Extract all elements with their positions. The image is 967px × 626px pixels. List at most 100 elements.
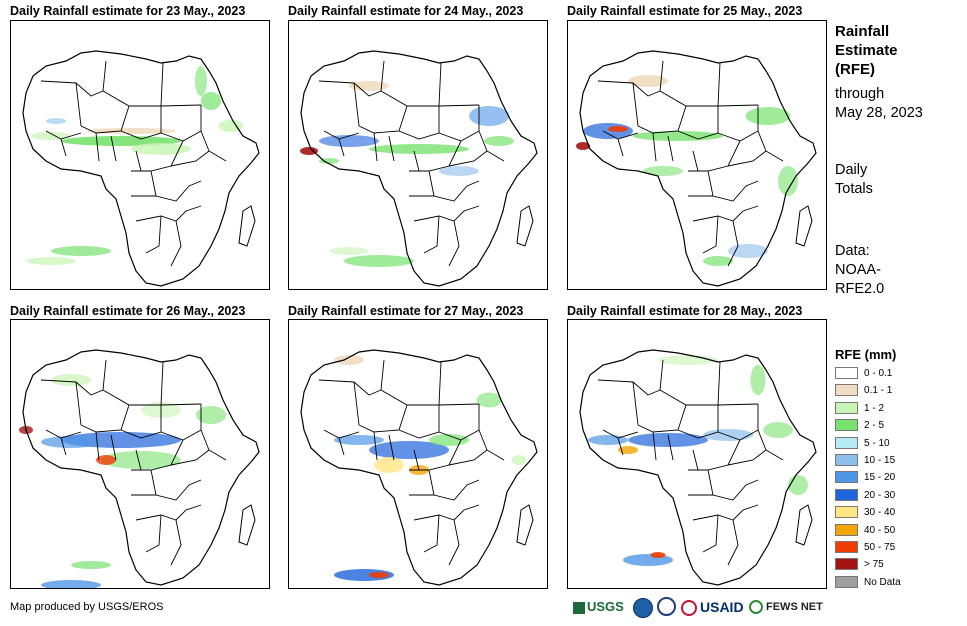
country-border [338,138,345,157]
country-border [702,514,719,553]
legend-item: 30 - 40 [835,506,895,520]
country-border [145,215,162,254]
country-border [170,220,182,267]
usaid-logo: USAID [681,596,744,618]
rainfall-patch [96,455,116,465]
country-border [102,361,164,406]
noaa-logo-icon [633,598,653,618]
country-border [60,437,67,456]
country-border [200,130,227,162]
rainfall-patch [41,580,101,588]
country-border [80,404,130,433]
country-border [597,379,661,396]
country-border [200,429,227,461]
africa-coastline [22,349,260,586]
country-border [438,404,480,441]
country-border [358,404,408,433]
rainfall-patch [300,147,318,155]
rainfall-patch [511,455,527,465]
country-border [120,106,162,140]
country-border [413,150,420,172]
rainfall-patch [329,247,369,255]
country-border [659,361,721,406]
country-border [478,429,505,461]
country-border [448,220,460,267]
rainfall-patch [788,475,808,495]
legend-item: 15 - 20 [835,471,895,485]
country-border [602,429,639,439]
country-border [380,62,442,107]
sidebar-title-line2: Estimate [835,42,898,59]
country-border [40,80,104,97]
usgs-logo: USGS [573,596,624,618]
country-border [110,434,117,461]
sidebar-daily-totals: Daily Totals [835,161,873,199]
country-border [428,170,480,202]
legend-label: 50 - 75 [864,542,896,553]
country-border [413,205,480,222]
panel-title-4: Daily Rainfall estimate for 26 May., 202… [10,304,246,318]
rainfall-patch [628,75,668,87]
rainfall-patch [31,132,71,140]
map-credit: Map produced by USGS/EROS [10,601,164,613]
country-border [727,150,767,167]
legend-label: 20 - 30 [864,489,896,501]
country-border [398,405,440,439]
country-border [448,519,460,566]
country-border [102,60,107,92]
country-border [318,379,382,396]
fews-globe-icon [749,600,763,615]
country-border [170,150,210,167]
legend-swatch [835,367,858,379]
legend-swatch [835,454,858,466]
country-border [160,404,202,441]
country-border [688,140,741,172]
panel-title-2: Daily Rainfall estimate for 24 May., 202… [288,4,524,18]
legend-item: 5 - 10 [835,436,890,451]
country-border [637,105,687,134]
country-border [413,449,420,471]
sidebar-data-line3: RFE2.0 [835,281,885,297]
madagascar-outline [795,504,813,546]
usaid-logo-text: USAID [700,599,744,615]
legend-label: 0.1 - 1 [864,385,893,397]
rainfall-patch [476,392,502,408]
country-border [75,82,82,127]
sidebar-daily-line1: Daily [835,162,868,178]
country-border [659,60,664,92]
rainfall-patch [195,66,207,96]
legend-swatch [835,384,858,397]
country-border [659,359,664,391]
country-border [478,130,505,162]
country-border [602,130,639,140]
rainfall-patch [101,451,181,469]
africa-coastline [300,349,538,586]
legend-swatch [835,471,858,484]
map-svg [19,349,260,588]
rainfall-patch [703,429,753,441]
sidebar-date: May 28, 2023 [835,105,923,121]
country-border [150,469,202,501]
country-border [170,519,182,566]
country-border [398,106,440,140]
panel-title-1: Daily Rainfall estimate for 23 May., 202… [10,4,246,18]
rainfall-patch [51,374,91,386]
rainfall-patch [349,81,389,91]
rainfall-patch [334,435,384,445]
country-border [448,449,488,466]
panel-title-5: Daily Rainfall estimate for 27 May., 202… [288,304,524,318]
country-border [40,379,104,396]
country-border [45,130,82,140]
rainfall-patch [576,142,590,150]
country-border [692,504,759,521]
rainfall-patch [319,135,379,147]
country-border [380,60,385,92]
country-border [667,434,674,461]
legend-item: 2 - 5 [835,419,884,433]
doi-seal-icon [657,597,676,616]
country-border [135,150,142,172]
country-border [160,105,202,142]
country-border [75,381,82,426]
country-border [353,381,360,426]
legend-item: 1 - 2 [835,401,884,416]
